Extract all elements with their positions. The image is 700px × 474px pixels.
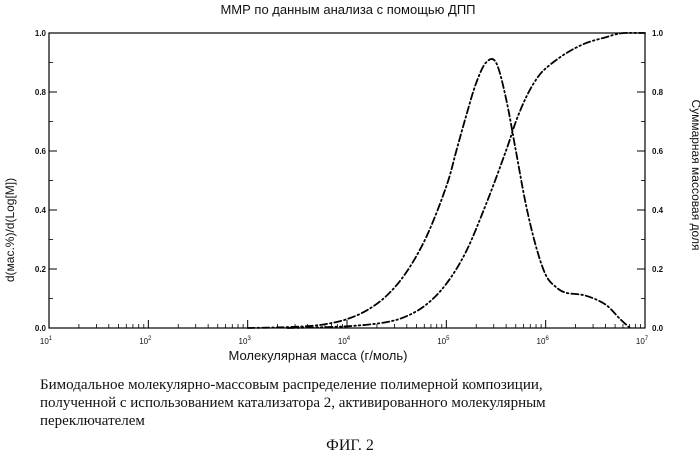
caption-line: переключателем bbox=[40, 412, 690, 430]
mwd-chart: ММР по данным анализа с помощью ДПП 1011… bbox=[0, 0, 700, 372]
left-axis-ticks: 0.0 0.2 0.4 0.6 0.8 1.0 bbox=[35, 29, 57, 333]
cumulative-fraction-curve bbox=[287, 33, 645, 328]
x-tick-label: 105 bbox=[437, 336, 450, 346]
right-tick-label: 0.8 bbox=[652, 88, 664, 97]
right-tick-label: 0.2 bbox=[652, 265, 664, 274]
curves bbox=[248, 33, 645, 328]
left-axis-label: d(мас.%)/d(Log[M]) bbox=[3, 178, 17, 282]
left-tick-label: 1.0 bbox=[35, 29, 47, 38]
left-tick-label: 0.0 bbox=[35, 324, 47, 333]
left-tick-label: 0.2 bbox=[35, 265, 47, 274]
chart-title: ММР по данным анализа с помощью ДПП bbox=[220, 2, 475, 17]
x-tick-label: 106 bbox=[537, 336, 550, 346]
differential-mwd-curve bbox=[248, 59, 630, 328]
x-tick-label: 104 bbox=[338, 336, 351, 346]
right-tick-label: 0.6 bbox=[652, 147, 664, 156]
x-tick-label: 107 bbox=[636, 336, 649, 346]
right-tick-label: 0.0 bbox=[652, 324, 664, 333]
x-tick-label: 101 bbox=[40, 336, 53, 346]
left-tick-label: 0.8 bbox=[35, 88, 47, 97]
x-tick-label: 102 bbox=[139, 336, 152, 346]
figure-label: ФИГ. 2 bbox=[0, 437, 700, 455]
x-axis-label: Молекулярная масса (г/моль) bbox=[229, 348, 408, 363]
caption-line: Бимодальное молекулярно-массовым распред… bbox=[40, 376, 690, 394]
right-tick-label: 0.4 bbox=[652, 206, 664, 215]
x-axis-ticks: 101 102 103 104 105 106 107 bbox=[40, 320, 649, 346]
right-axis-ticks: 0.0 0.2 0.4 0.6 0.8 1.0 bbox=[637, 29, 664, 333]
right-tick-label: 1.0 bbox=[652, 29, 664, 38]
plot-frame bbox=[49, 33, 645, 328]
caption-line: полученной с использованием катализатора… bbox=[40, 394, 690, 412]
x-tick-label: 103 bbox=[239, 336, 252, 346]
left-tick-label: 0.4 bbox=[35, 206, 47, 215]
right-axis-label: Суммарная массовая доля bbox=[689, 100, 700, 251]
figure-caption: Бимодальное молекулярно-массовым распред… bbox=[40, 376, 690, 430]
left-tick-label: 0.6 bbox=[35, 147, 47, 156]
